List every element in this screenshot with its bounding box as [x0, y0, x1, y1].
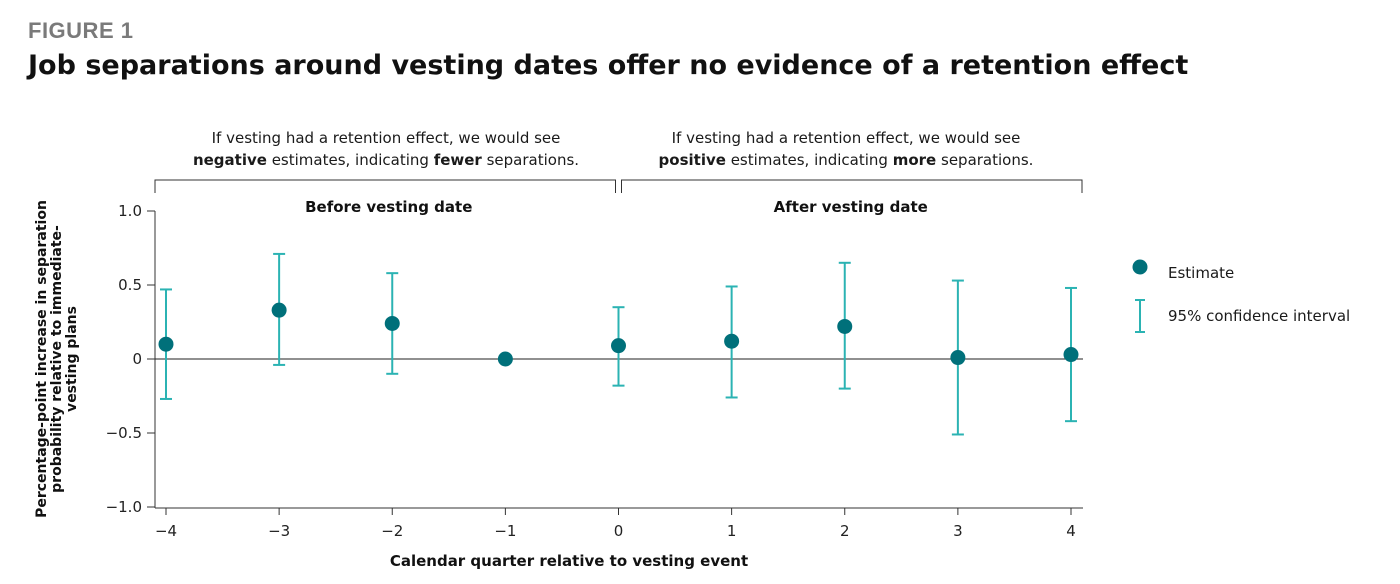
annotation-after: If vesting had a retention effect, we wo… — [626, 127, 1066, 171]
annotation-after-text-2: separations. — [936, 151, 1034, 169]
legend: Estimate 95% confidence interval — [1132, 258, 1382, 344]
x-tick-label: 1 — [727, 522, 737, 540]
annotation-after-emphasis-1: positive — [658, 151, 726, 169]
estimate-point — [384, 315, 400, 331]
legend-label-ci: 95% confidence interval — [1168, 307, 1351, 325]
x-tick-label: 2 — [840, 522, 850, 540]
estimate-dot-icon — [1132, 253, 1158, 293]
estimate-point — [158, 336, 174, 352]
y-axis-label-line: probability relative to immediate- — [49, 225, 65, 493]
estimate-point — [271, 302, 287, 318]
y-tick-label: 0.5 — [118, 276, 142, 294]
y-tick-label: −1.0 — [106, 498, 142, 516]
estimate-point — [497, 351, 513, 367]
x-tick-label: −4 — [155, 522, 177, 540]
x-tick-label: 0 — [614, 522, 624, 540]
x-tick-label: 4 — [1066, 522, 1076, 540]
y-axis-label: Percentage-point increase in separation p… — [34, 200, 80, 518]
region-brackets: Before vesting date After vesting date — [154, 179, 1083, 216]
x-tick-label: 3 — [953, 522, 963, 540]
y-tick-label: 0 — [132, 350, 142, 368]
annotation-after-line1: If vesting had a retention effect, we wo… — [671, 129, 1021, 147]
x-tick-label: −3 — [268, 522, 290, 540]
bracket-after — [621, 179, 1083, 193]
figure-title: Job separations around vesting dates off… — [28, 50, 1189, 81]
annotation-before-text-2: separations. — [481, 151, 580, 169]
annotation-before: If vesting had a retention effect, we wo… — [166, 127, 606, 171]
annotation-before-emphasis-2: fewer — [433, 151, 482, 169]
annotation-after-text-1: estimates, indicating — [725, 151, 893, 169]
bracket-before — [154, 179, 616, 193]
annotation-before-line2: negative estimates, indicating fewer sep… — [166, 149, 606, 171]
x-tick-label: −2 — [381, 522, 403, 540]
errorbar-icon — [1132, 296, 1158, 336]
y-tick-label: 1.0 — [118, 202, 142, 220]
estimate-point — [724, 333, 740, 349]
y-axis-label-line: Percentage-point increase in separation — [34, 200, 50, 518]
estimate-point — [950, 350, 966, 366]
x-axis-label: Calendar quarter relative to vesting eve… — [390, 552, 748, 570]
annotation-before-emphasis-1: negative — [192, 151, 267, 169]
x-tick-label: −1 — [494, 522, 516, 540]
data-marks — [158, 252, 1079, 436]
legend-item-estimate: Estimate — [1132, 258, 1382, 288]
estimate-point — [1063, 347, 1079, 363]
region-label-before: Before vesting date — [305, 198, 472, 216]
annotation-before-text-1: estimates, indicating — [266, 151, 434, 169]
legend-label-estimate: Estimate — [1168, 264, 1235, 282]
region-label-after: After vesting date — [774, 198, 928, 216]
estimate-point — [837, 318, 853, 334]
annotation-after-emphasis-2: more — [892, 151, 937, 169]
annotation-after-line2: positive estimates, indicating more sepa… — [626, 149, 1066, 171]
annotation-before-line1: If vesting had a retention effect, we wo… — [211, 129, 561, 147]
y-tick-label: −0.5 — [106, 424, 142, 442]
axes: 1.0 0.5 0 −0.5 −1.0 −4 −3 −2 −1 0 1 2 3 4 Calendar qua… — [34, 200, 1083, 570]
estimate-point — [611, 338, 626, 354]
legend-item-ci: 95% confidence interval — [1132, 296, 1382, 336]
figure-label: FIGURE 1 — [28, 18, 134, 43]
y-axis-label-line: vesting plans — [64, 306, 80, 412]
